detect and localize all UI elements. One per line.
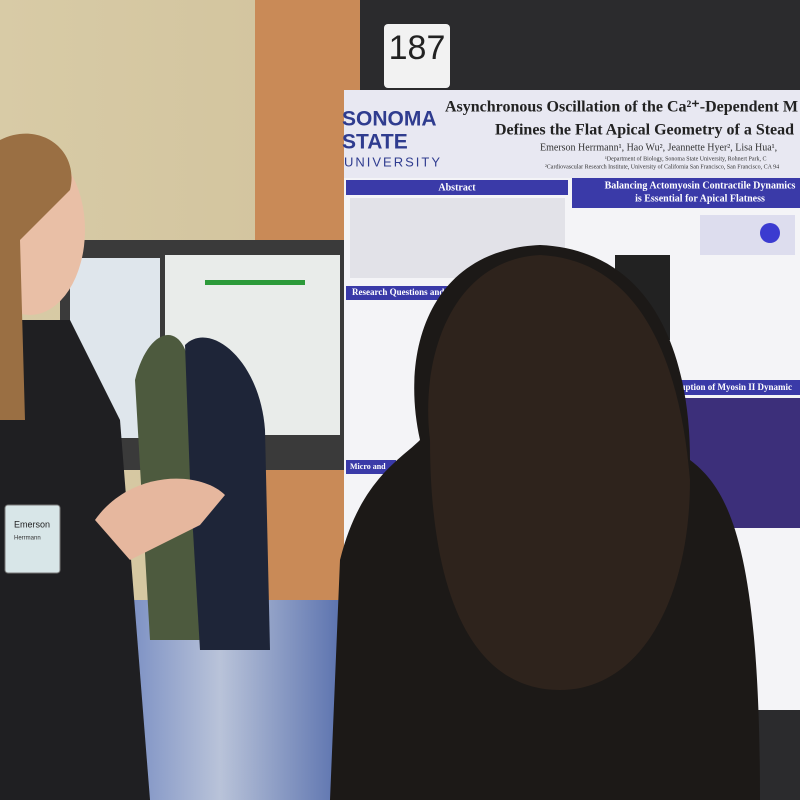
hair [428, 255, 690, 690]
figure [700, 215, 795, 255]
section-bar [346, 460, 396, 474]
section-title: is Essential for Apical Flatness [635, 193, 765, 204]
section-title: Balancing Actomyosin Contractile Dynamic… [605, 180, 796, 191]
hands [95, 478, 225, 560]
presenter-hair [0, 133, 72, 420]
poster-title: Defines the Flat Apical Geometry of a St… [495, 122, 794, 139]
poster-title: Asynchronous Oscillation of the Ca²⁺-Dep… [445, 99, 798, 116]
booth-sign [384, 24, 450, 88]
booth-number: 187 [389, 29, 446, 67]
logo-line: SONOMA [342, 108, 437, 131]
logo-line: STATE [342, 131, 408, 154]
section-title: Research Questions and [352, 287, 444, 297]
section-bar [660, 380, 800, 395]
presenter-jacket [0, 320, 150, 800]
logo-line: UNIVERSITY [344, 154, 442, 169]
section-bar [572, 178, 800, 208]
section-title: Disruption of Myosin II Dynamic [664, 382, 792, 392]
section-title: Micro and [350, 462, 386, 471]
name-badge [4, 504, 61, 574]
affiliation: ¹Department of Biology, Sonoma State Uni… [605, 155, 767, 162]
affiliation: ²Cardiovascular Research Institute, Univ… [545, 163, 779, 170]
section-title: Abstract [438, 182, 476, 193]
section-bar [346, 180, 568, 195]
badge-surname: Herrmann [14, 536, 41, 542]
figure-icon [760, 223, 780, 243]
poster-authors: Emerson Herrmann¹, Hao Wu², Jeannette Hy… [540, 142, 777, 153]
poster-stripe [205, 280, 305, 285]
poster-header [344, 90, 800, 178]
person-background [185, 337, 270, 650]
badge-name: Emerson [14, 519, 50, 529]
